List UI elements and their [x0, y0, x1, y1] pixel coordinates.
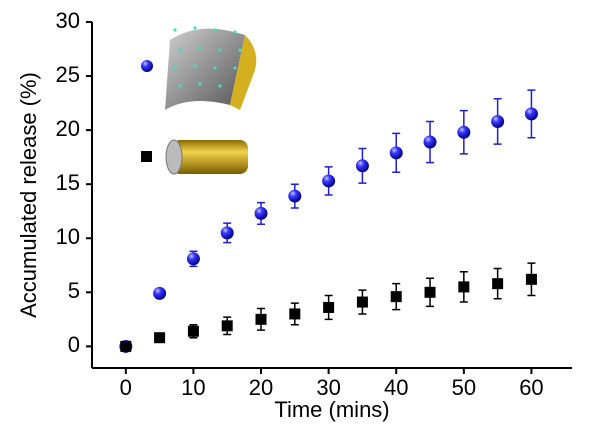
x-tick-label: 10: [181, 375, 205, 400]
legend-square: [141, 151, 152, 162]
x-tick-label: 30: [316, 375, 340, 400]
sheet-dots: [173, 26, 242, 88]
x-tick-label: 40: [384, 375, 408, 400]
point: [492, 278, 504, 290]
x-axis-label: Time (mins): [274, 397, 389, 422]
point: [457, 125, 471, 139]
tube-end: [165, 139, 183, 175]
y-tick-label: 5: [68, 278, 80, 303]
point: [186, 252, 200, 266]
point: [289, 308, 301, 320]
tube-icon: [172, 140, 248, 174]
point: [323, 301, 335, 313]
x-tick-label: 60: [519, 375, 543, 400]
point: [525, 273, 537, 285]
y-tick-label: 10: [56, 224, 80, 249]
sheet-edge: [230, 35, 257, 110]
y-tick-label: 15: [56, 170, 80, 195]
point: [424, 286, 436, 298]
point: [355, 159, 369, 173]
point: [389, 146, 403, 160]
point: [220, 226, 234, 240]
x-tick-label: 20: [249, 375, 273, 400]
point: [491, 114, 505, 128]
legend-icons: [141, 26, 257, 175]
y-tick-label: 25: [56, 62, 80, 87]
point: [120, 340, 132, 352]
point: [187, 325, 199, 337]
point: [288, 189, 302, 203]
y-axis-label: Accumulated release (%): [16, 72, 41, 318]
point: [255, 313, 267, 325]
point: [221, 320, 233, 332]
point: [423, 135, 437, 149]
y-tick-label: 0: [68, 332, 80, 357]
point: [458, 281, 470, 293]
x-tick-label: 0: [120, 375, 132, 400]
x-tick-label: 50: [452, 375, 476, 400]
point: [153, 286, 167, 300]
point: [356, 296, 368, 308]
point: [322, 174, 336, 188]
y-tick-label: 30: [56, 8, 80, 33]
legend-sphere: [141, 60, 153, 72]
point: [524, 107, 538, 121]
point: [254, 206, 268, 220]
point: [154, 332, 166, 344]
point: [390, 291, 402, 303]
sheet-icon: [165, 28, 245, 111]
y-tick-label: 20: [56, 116, 80, 141]
